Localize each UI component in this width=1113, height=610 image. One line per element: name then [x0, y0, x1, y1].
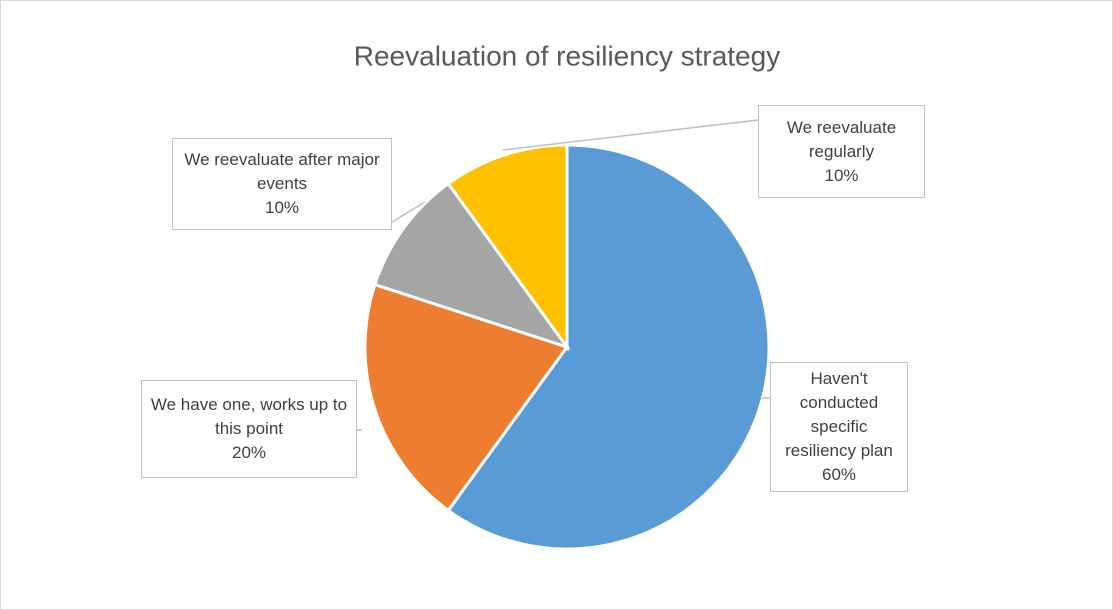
- pie-slice: [363, 282, 570, 513]
- label-value: 60%: [821, 465, 857, 484]
- label-value: 10%: [264, 198, 300, 217]
- label-category: Haven't conducted specific resiliency pl…: [785, 369, 893, 460]
- data-label: We have one, works up to this point 20%: [141, 380, 357, 478]
- pie-slice: [372, 181, 571, 350]
- chart-title: Reevaluation of resiliency strategy: [354, 40, 780, 71]
- data-label: We reevaluate regularly 10%: [758, 105, 925, 198]
- label-category: We reevaluate regularly: [786, 117, 897, 161]
- data-label: We reevaluate after major events 10%: [172, 138, 392, 230]
- data-label: Haven't conducted specific resiliency pl…: [770, 362, 908, 492]
- leader-line: [391, 201, 426, 223]
- pie-slice: [446, 143, 569, 352]
- label-category: We reevaluate after major events: [184, 150, 380, 193]
- label-value: 10%: [824, 165, 859, 185]
- leader-line: [502, 119, 759, 151]
- label-value: 20%: [231, 443, 267, 462]
- label-category: We have one, works up to this point: [150, 395, 348, 438]
- pie-slice: [446, 143, 771, 551]
